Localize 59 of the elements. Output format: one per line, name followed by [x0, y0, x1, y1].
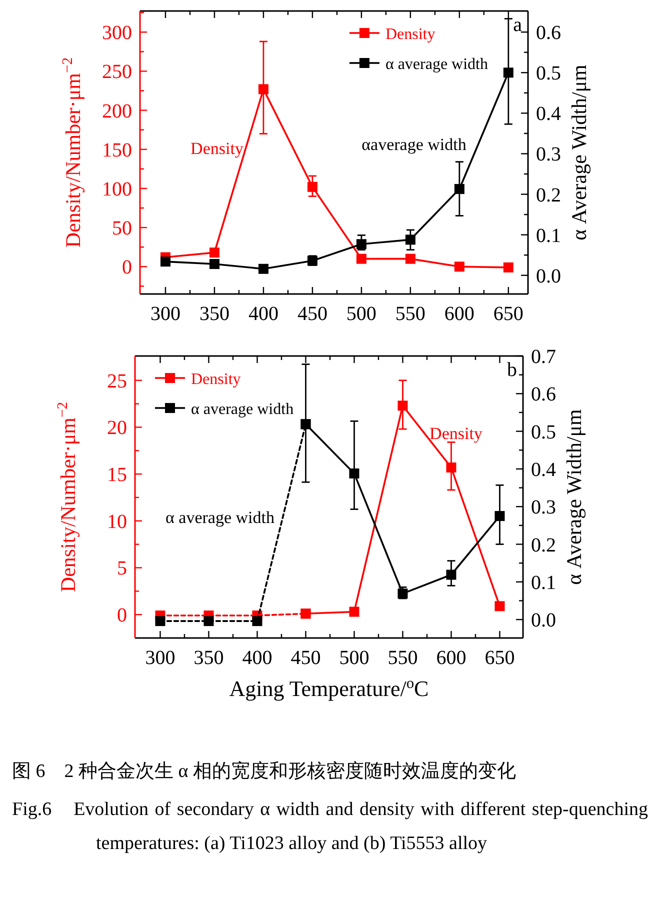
legend-label: Density — [385, 26, 436, 43]
x-tick-label: 600 — [436, 647, 466, 669]
y2-tick-label: 0.5 — [531, 421, 556, 444]
y2-tick-label: 0.2 — [531, 534, 556, 556]
y-tick-label: 100 — [102, 178, 132, 200]
x-tick-label: 450 — [297, 303, 328, 325]
y2-tick-label: 0.3 — [536, 144, 561, 166]
x-tick-label: 500 — [346, 303, 376, 325]
y2-axis-title: α Average Width/μm — [567, 64, 591, 240]
y2-tick-label: 0.0 — [531, 610, 556, 632]
x-tick-label: 450 — [290, 647, 321, 669]
y-tick-label: 50 — [112, 218, 132, 240]
legend-label: α average width — [191, 401, 294, 418]
legend-label: Density — [191, 371, 241, 388]
y-tick-label: 20 — [107, 417, 127, 440]
legend-label: α average width — [385, 56, 488, 73]
y2-tick-label: 0.7 — [531, 346, 556, 368]
y2-tick-label: 0.4 — [531, 458, 556, 481]
y-tick-label: 25 — [107, 370, 127, 392]
y2-tick-label: 0.1 — [536, 224, 561, 247]
y2-tick-label: 0.4 — [536, 103, 561, 126]
x-tick-label: 550 — [388, 647, 418, 669]
y2-tick-label: 0.0 — [536, 265, 561, 288]
x-tick-label: 650 — [484, 647, 515, 669]
caption: Fig.6 Evolution of secondary α width and density with different step-quenching temperatures: (a) Ti1023 alloy and (b) Ti5553 alloy — [12, 798, 648, 856]
y2-tick-label: 0.3 — [531, 496, 556, 519]
x-tick-label: 350 — [194, 647, 224, 669]
y-tick-label: 250 — [102, 61, 132, 84]
y2-tick-label: 0.5 — [536, 62, 561, 85]
y-tick-label: 15 — [107, 464, 127, 486]
y-tick-label: 5 — [117, 558, 127, 580]
y-tick-label: 0 — [122, 256, 132, 279]
y2-tick-label: 0.2 — [536, 184, 561, 206]
annotation: Density — [190, 139, 244, 158]
y2-tick-label: 0.1 — [531, 572, 556, 594]
chart-title: b — [507, 359, 517, 381]
y-tick-label: 300 — [102, 22, 132, 44]
x-tick-label: 300 — [150, 303, 180, 325]
y-tick-label: 10 — [107, 510, 127, 533]
x-tick-label: 500 — [339, 647, 370, 669]
x-tick-label: 400 — [242, 647, 272, 669]
x-tick-label: 600 — [444, 303, 474, 325]
y-tick-label: 200 — [102, 100, 132, 122]
y2-tick-label: 0.6 — [536, 22, 561, 44]
y-tick-label: 150 — [102, 139, 132, 162]
y-tick-label: 0 — [117, 604, 127, 627]
x-tick-label: 350 — [199, 303, 230, 325]
x-axis-title: Aging Temperature/$^{o}$C — [229, 674, 429, 701]
x-tick-label: 400 — [248, 303, 278, 325]
caption: 图 6 2 种合金次生 α 相的宽度和形核密度随时效温度的变化 — [12, 760, 517, 784]
x-tick-label: 550 — [395, 303, 426, 325]
y2-tick-label: 0.6 — [531, 384, 556, 406]
annotation: αaverage width — [362, 135, 467, 154]
chart-title: a — [513, 14, 522, 36]
annotation: α average width — [166, 508, 275, 527]
x-tick-label: 650 — [493, 303, 524, 325]
x-tick-label: 300 — [145, 647, 176, 669]
annotation: Density — [430, 424, 483, 443]
y2-axis-title: α Average Width/μm — [562, 409, 586, 585]
